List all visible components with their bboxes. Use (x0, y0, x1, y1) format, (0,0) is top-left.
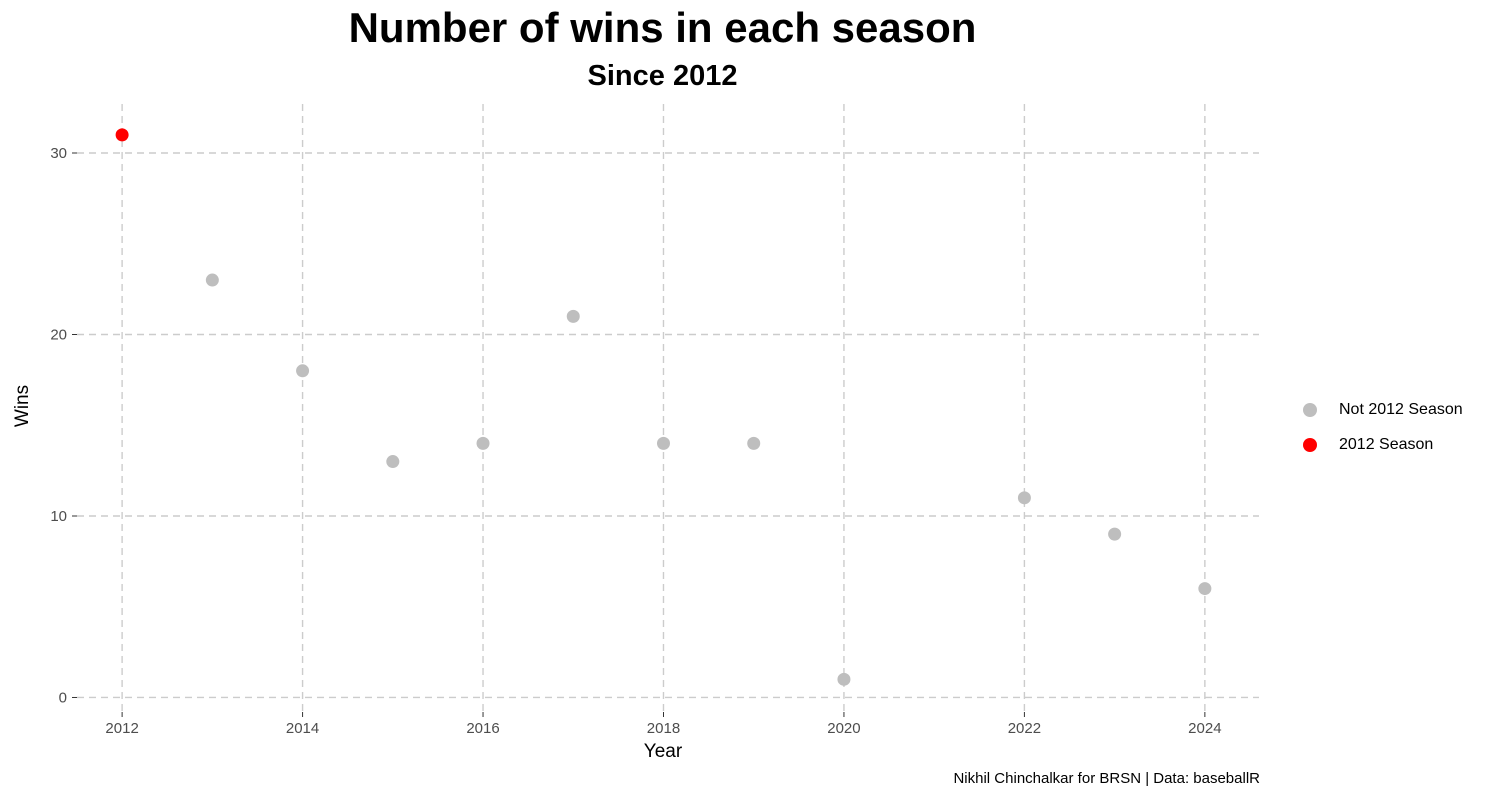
x-axis-title: Year (644, 741, 683, 762)
legend-label: Not 2012 Season (1339, 400, 1463, 418)
x-tick-label: 2012 (105, 720, 138, 737)
y-tick-label: 0 (59, 689, 67, 706)
data-point-2014 (296, 364, 310, 378)
legend-item: Not 2012 Season (1298, 392, 1463, 427)
legend-key-circle-icon (1303, 437, 1317, 452)
data-point-2013 (205, 273, 219, 287)
data-point-2024 (1198, 582, 1212, 596)
data-point-2022 (1017, 491, 1031, 505)
legend-key-circle-icon (1303, 402, 1317, 417)
data-point-2019 (747, 436, 761, 450)
grid-lines (77, 104, 1259, 712)
chart-caption: Nikhil Chinchalkar for BRSN | Data: base… (953, 770, 1260, 787)
x-tick-label: 2024 (1188, 720, 1221, 737)
x-tick-label: 2014 (286, 720, 319, 737)
x-tick-label: 2022 (1008, 720, 1041, 737)
y-axis-title: Wins (12, 385, 33, 427)
legend: Not 2012 Season 2012 Season (1298, 392, 1463, 462)
legend-label: 2012 Season (1339, 435, 1434, 453)
y-tick-label: 20 (50, 326, 67, 343)
chart-title: Number of wins in each season (348, 4, 977, 51)
x-tick-label: 2016 (466, 720, 499, 737)
data-points (115, 128, 1212, 686)
data-point-2020 (837, 672, 851, 686)
legend-item: 2012 Season (1298, 427, 1463, 462)
data-point-2018 (656, 436, 670, 450)
x-tick-label: 2020 (827, 720, 860, 737)
x-tick-label: 2018 (647, 720, 680, 737)
data-point-2015 (386, 455, 400, 469)
y-tick-label: 30 (50, 145, 67, 162)
data-point-2016 (476, 436, 490, 450)
axis-ticks: 2012 2014 2016 2018 2020 2022 2024 0 10 20 30 (50, 145, 1221, 737)
data-point-2017 (566, 309, 580, 323)
data-point-2023 (1108, 527, 1122, 541)
chart-subtitle: Since 2012 (587, 60, 738, 92)
y-tick-label: 10 (50, 508, 67, 525)
data-point-2012 (115, 128, 129, 142)
